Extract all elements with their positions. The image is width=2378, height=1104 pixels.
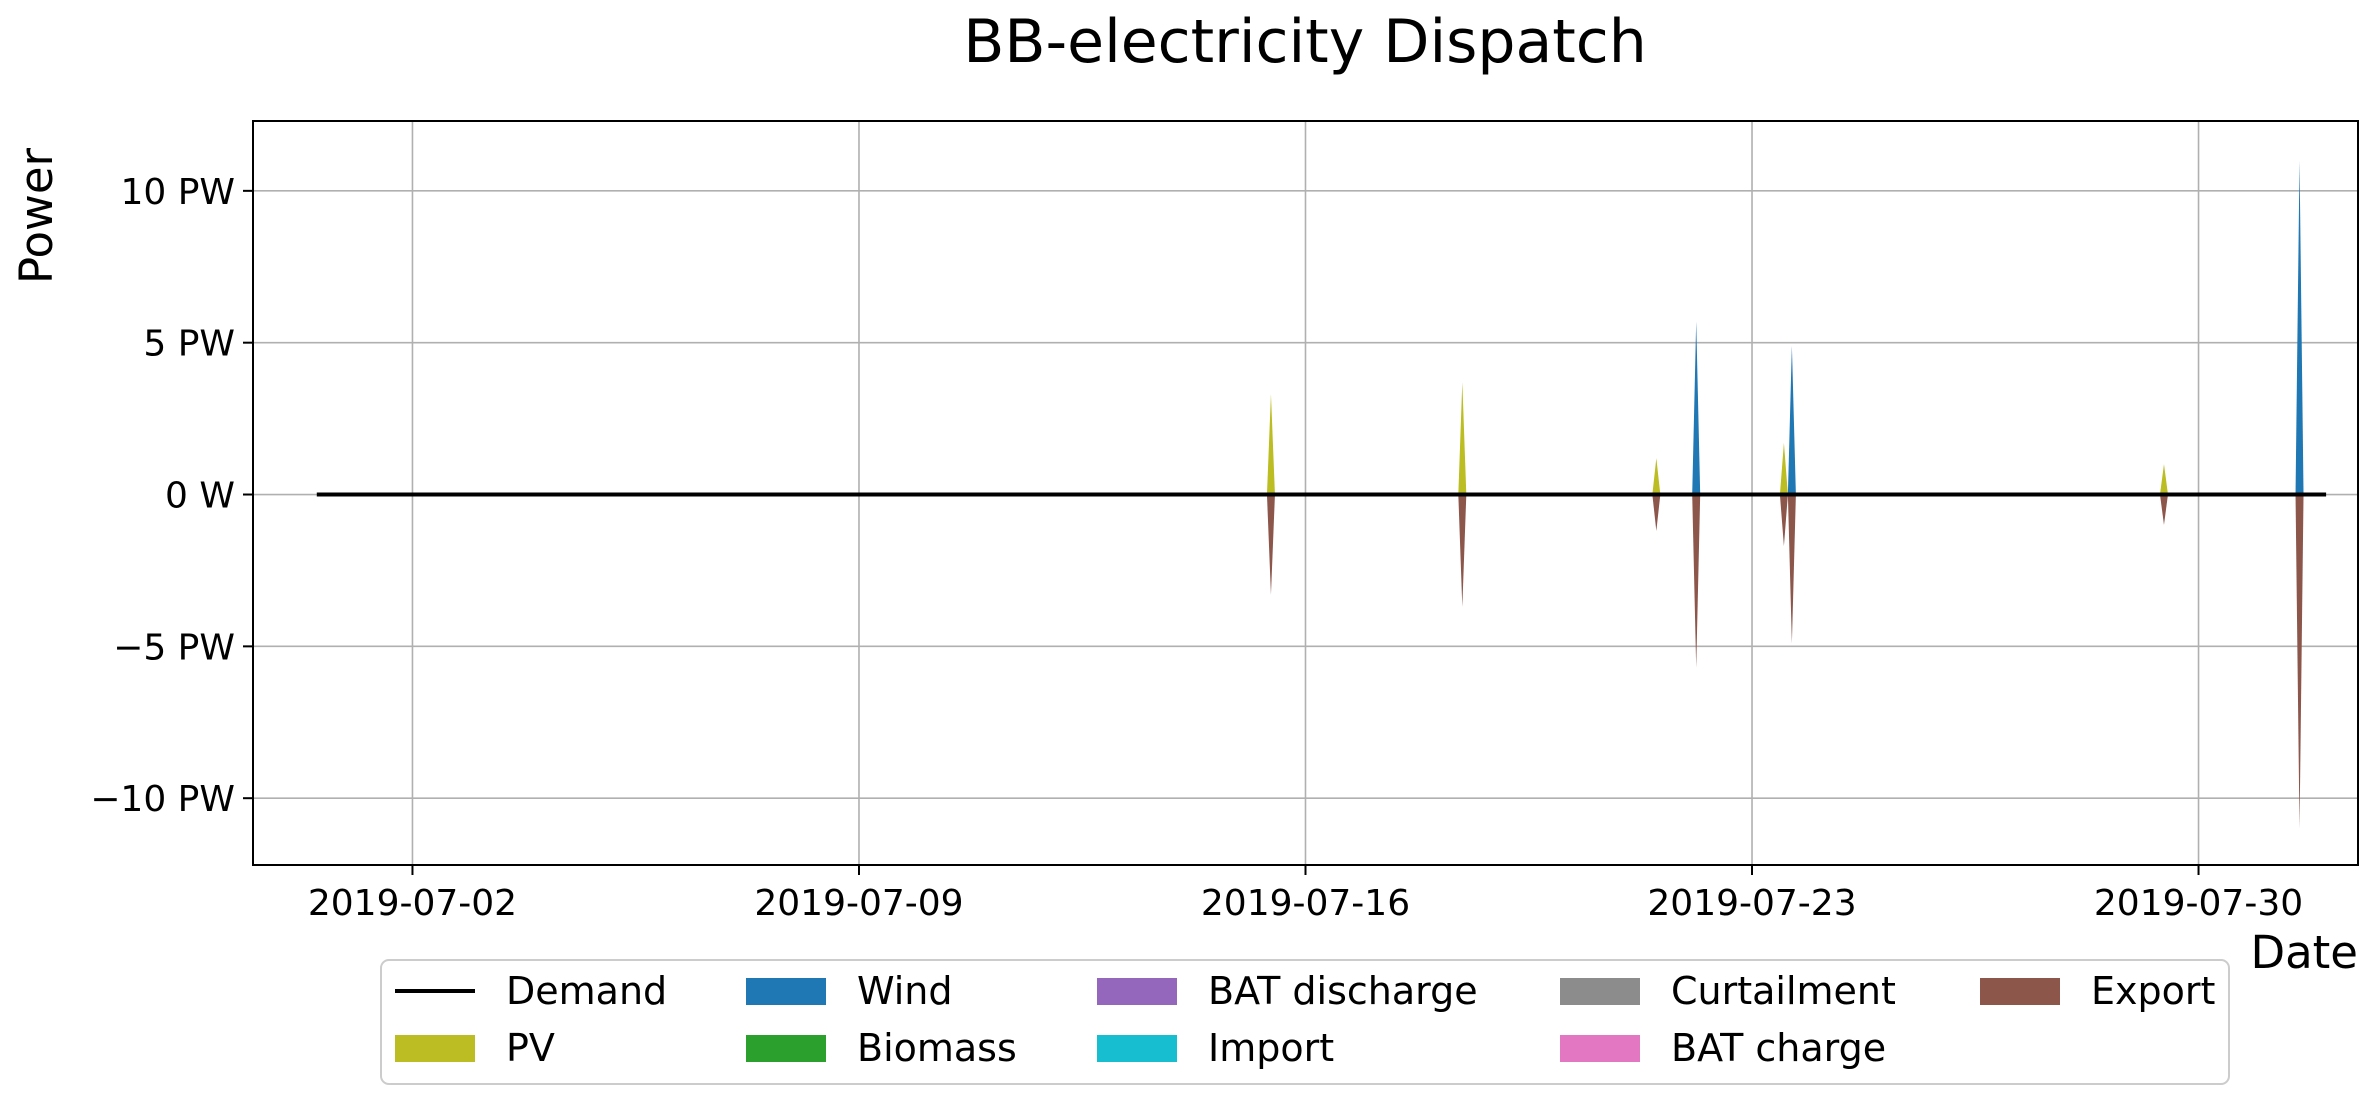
x-tick-label: 2019-07-30 — [2094, 883, 2303, 924]
export-spike — [1266, 494, 1275, 595]
export-spike — [1779, 494, 1788, 547]
wind-spike — [2295, 160, 2304, 495]
wind-spike — [1692, 321, 1701, 495]
export-spike — [1692, 494, 1701, 668]
y-tick-label: −5 PW — [113, 627, 235, 668]
export-spike — [1458, 494, 1467, 607]
legend-label: Import — [1208, 1026, 1334, 1070]
legend-label: BAT discharge — [1208, 969, 1478, 1013]
legend-label: BAT charge — [1671, 1026, 1886, 1070]
x-axis-title: Date — [2250, 926, 2358, 979]
x-tick-label: 2019-07-02 — [308, 883, 517, 924]
legend-swatch-export — [1980, 978, 2060, 1005]
y-tick-label: 0 W — [165, 476, 235, 517]
x-axis: 2019-07-02 2019-07-09 2019-07-16 2019-07-23… — [308, 865, 2303, 924]
y-tick-label: 5 PW — [143, 324, 235, 365]
legend-swatch-import — [1097, 1035, 1177, 1062]
y-tick-label: −10 PW — [90, 779, 235, 820]
legend-label: Export — [2091, 969, 2215, 1013]
pv-spike — [1266, 394, 1275, 495]
y-tick-label: 10 PW — [120, 172, 235, 213]
legend-swatch-curtailment — [1560, 978, 1640, 1005]
legend-label: Biomass — [857, 1026, 1017, 1070]
x-tick-label: 2019-07-23 — [1647, 883, 1856, 924]
stacked-areas — [1266, 160, 2304, 829]
export-spike — [1787, 494, 1796, 644]
pv-spike — [2159, 464, 2168, 495]
pv-spike — [1779, 442, 1788, 495]
x-tick-label: 2019-07-16 — [1201, 883, 1410, 924]
legend: Demand PV Wind Biomass BAT discharge Import Cu… — [380, 959, 2230, 1085]
chart-title: BB-electricity Dispatch — [963, 7, 1647, 77]
legend-label: Demand — [506, 969, 667, 1013]
pv-spike — [1458, 382, 1467, 495]
legend-swatch-biomass — [746, 1035, 826, 1062]
export-spike — [2159, 494, 2168, 525]
legend-box — [380, 959, 2230, 1085]
wind-spike — [1787, 345, 1796, 495]
export-spike — [1652, 494, 1661, 531]
y-axis-title: Power — [10, 147, 63, 284]
y-axis: 10 PW 5 PW 0 W −5 PW −10 PW — [90, 172, 253, 820]
x-tick-label: 2019-07-09 — [754, 883, 963, 924]
legend-swatch-pv — [395, 1035, 475, 1062]
legend-label: PV — [506, 1026, 555, 1070]
legend-swatch-bat-discharge — [1097, 978, 1177, 1005]
legend-label: Wind — [857, 969, 953, 1013]
export-spike — [2295, 494, 2304, 829]
legend-swatch-wind — [746, 978, 826, 1005]
legend-label: Curtailment — [1671, 969, 1896, 1013]
legend-swatch-bat-charge — [1560, 1035, 1640, 1062]
pv-spike — [1652, 458, 1661, 495]
